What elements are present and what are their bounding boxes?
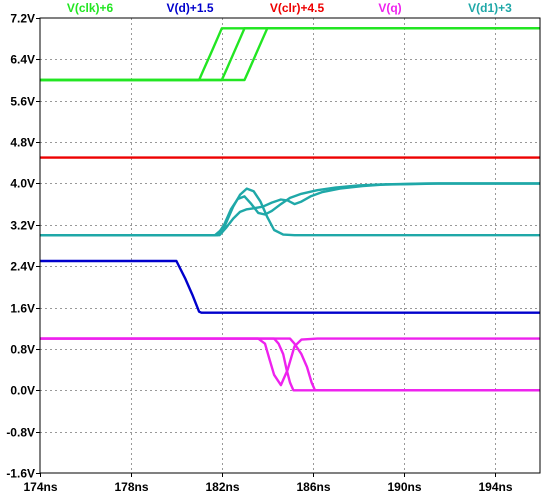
trace-label: V(d1)+3 <box>468 1 512 15</box>
x-tick-label: 186ns <box>296 480 330 494</box>
x-tick-label: 190ns <box>387 480 421 494</box>
series-3 <box>40 337 540 392</box>
trace-line <box>40 182 540 237</box>
series-1 <box>40 259 540 314</box>
y-tick-label: 4.0V <box>10 177 35 191</box>
x-tick-label: 174ns <box>23 480 57 494</box>
y-tick-label: -0.8V <box>6 426 35 440</box>
trace-label: V(clr)+4.5 <box>270 1 325 15</box>
plot-frame <box>39 17 541 474</box>
trace-line <box>40 187 540 237</box>
series-0 <box>40 27 540 82</box>
trace-labels: V(clk)+6 V(d)+1.5 V(clr)+4.5 V(q) V(d1)+3 <box>67 1 512 15</box>
y-tick-label: 4.8V <box>10 136 35 150</box>
tick-labels: 174ns 178ns 182ns 186ns 190ns 194ns 7.2V 6.4V 5.… <box>6 12 513 495</box>
y-tick-label: 5.6V <box>10 95 35 109</box>
grid-lines <box>40 18 540 473</box>
trace-line <box>40 259 540 314</box>
y-tick-label: -1.6V <box>6 467 35 481</box>
trace-line <box>40 337 540 392</box>
y-tick-label: 0.8V <box>10 343 35 357</box>
trace-line <box>40 27 540 82</box>
y-tick-label: 0.0V <box>10 384 35 398</box>
x-tick-label: 182ns <box>205 480 239 494</box>
trace-line <box>40 337 540 387</box>
y-tick-label: 1.6V <box>10 302 35 316</box>
y-tick-label: 3.2V <box>10 219 35 233</box>
trace-label: V(q) <box>378 1 401 15</box>
x-tick-label: 178ns <box>114 480 148 494</box>
x-tick-label: 194ns <box>478 480 512 494</box>
trace-line <box>40 27 540 82</box>
trace-label: V(clk)+6 <box>67 1 114 15</box>
trace-line <box>40 182 540 237</box>
y-tick-label: 6.4V <box>10 53 35 67</box>
series-4 <box>40 182 540 237</box>
y-tick-label: 2.4V <box>10 260 35 274</box>
y-tick-label: 7.2V <box>10 12 35 26</box>
trace-label: V(d)+1.5 <box>166 1 213 15</box>
trace-line <box>40 27 540 82</box>
traces <box>40 27 540 392</box>
